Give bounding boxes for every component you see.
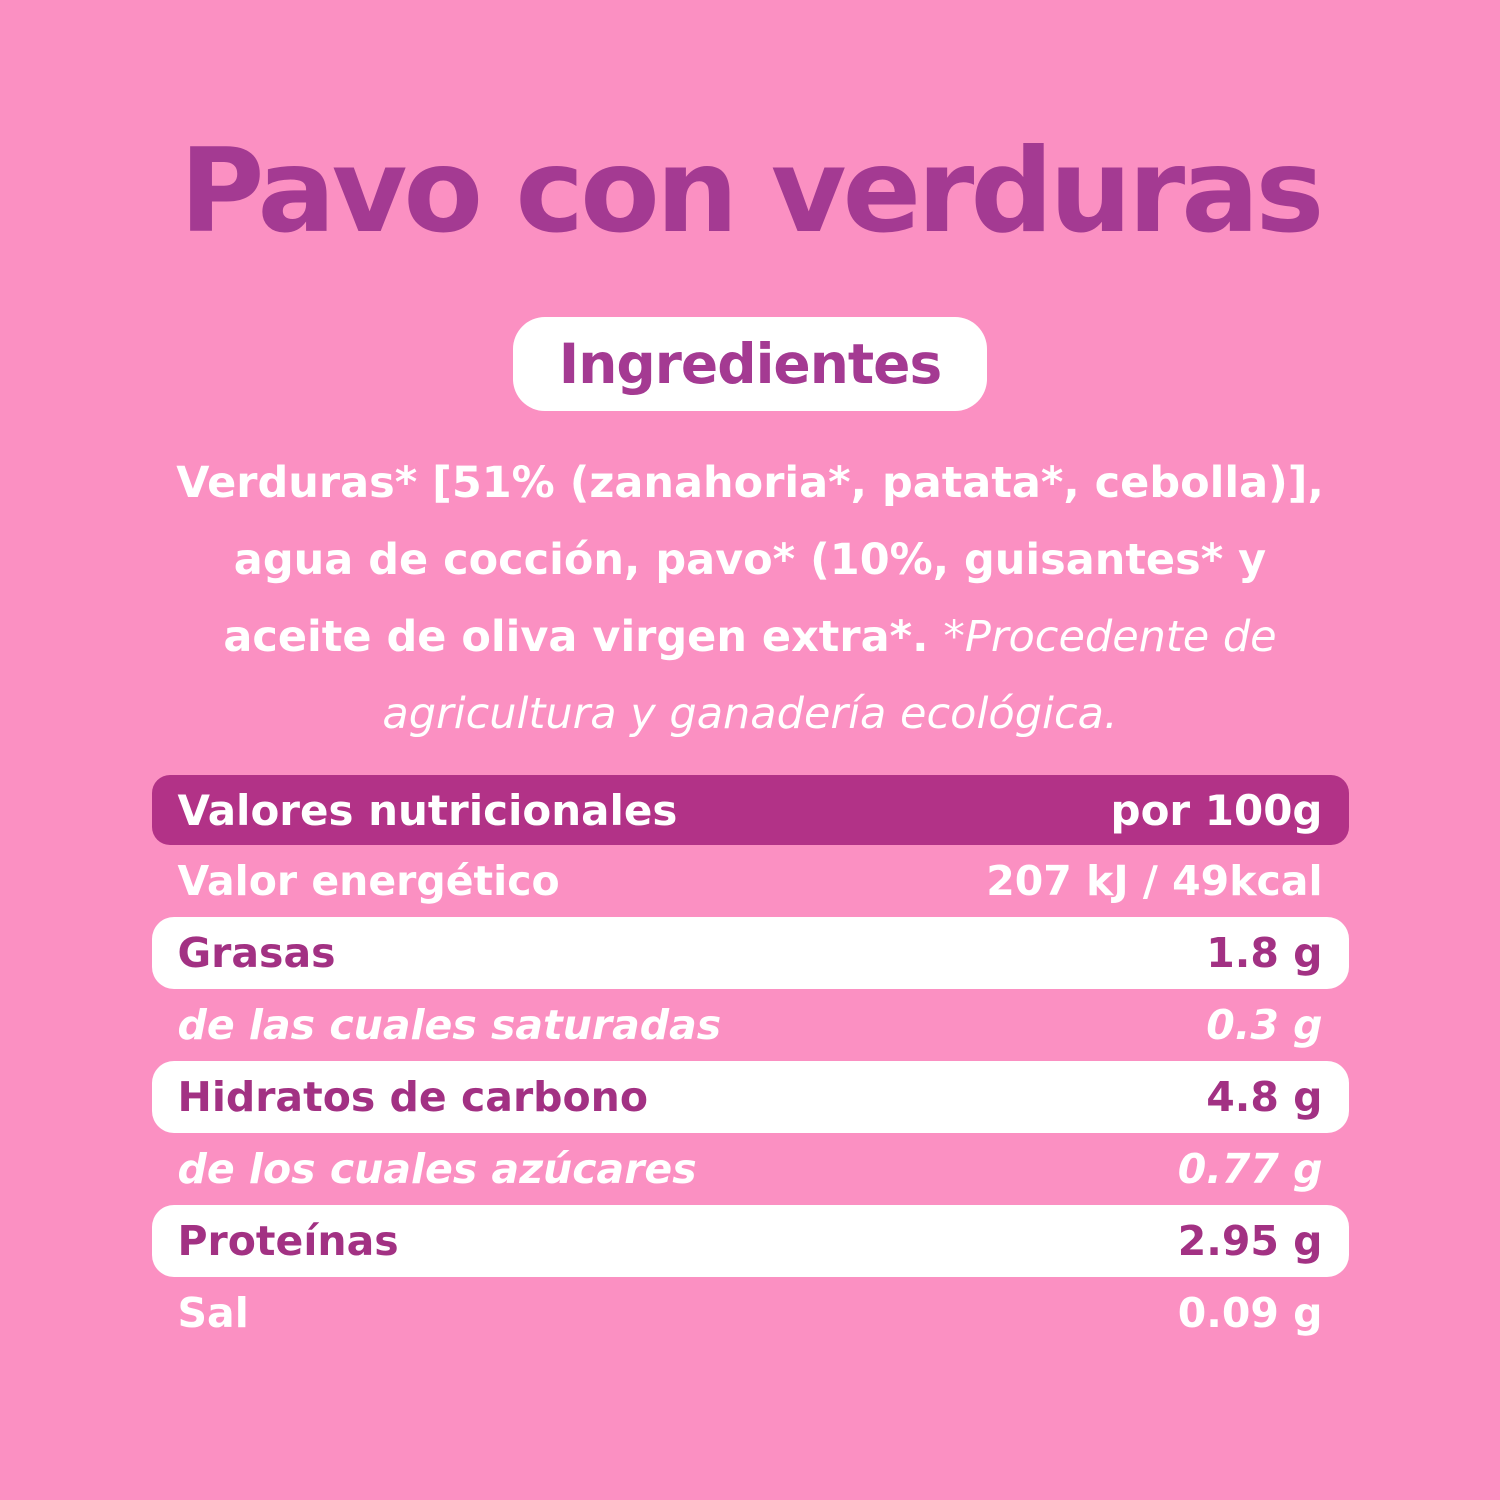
row-value: 1.8 g: [1206, 929, 1323, 977]
ingredients-badge: Ingredientes: [512, 317, 988, 411]
header-label: Valores nutricionales: [177, 785, 678, 835]
product-title: Pavo con verduras: [179, 124, 1325, 259]
header-per-100g: por 100g: [1110, 785, 1323, 835]
row-value: 0.09 g: [1177, 1289, 1323, 1337]
row-label: Valor energético: [177, 857, 560, 905]
ingredients-badge-wrap: Ingredientes: [0, 317, 1500, 411]
row-value: 4.8 g: [1206, 1073, 1323, 1121]
table-row-energy: Valor energético 207 kJ / 49kcal: [152, 845, 1349, 917]
nutrition-table-header: Valores nutricionales por 100g: [151, 775, 1349, 845]
row-label: de las cuales saturadas: [177, 1001, 722, 1049]
table-row-carbohydrates: Hidratos de carbono 4.8 g: [151, 1061, 1349, 1133]
ingredients-text: Verduras* [51% (zanahoria*, patata*, ceb…: [155, 445, 1345, 753]
row-label: de los cuales azúcares: [177, 1145, 697, 1193]
row-value: 0.3 g: [1206, 1001, 1323, 1049]
nutrition-table: Valores nutricionales por 100g Valor ene…: [151, 775, 1349, 1349]
row-value: 0.77 g: [1177, 1145, 1323, 1193]
row-label: Grasas: [177, 929, 336, 977]
row-label: Sal: [177, 1289, 249, 1337]
table-row-fat: Grasas 1.8 g: [151, 917, 1349, 989]
table-row-saturated-fat: de las cuales saturadas 0.3 g: [152, 989, 1349, 1061]
row-label: Proteínas: [177, 1217, 399, 1265]
table-row-salt: Sal 0.09 g: [152, 1277, 1349, 1349]
row-value: 2.95 g: [1177, 1217, 1323, 1265]
row-value: 207 kJ / 49kcal: [986, 857, 1323, 905]
table-row-protein: Proteínas 2.95 g: [151, 1205, 1349, 1277]
ingredients-declaration: Verduras* [51% (zanahoria*, patata*, ceb…: [176, 458, 1324, 662]
row-label: Hidratos de carbono: [177, 1073, 649, 1121]
organic-note: *Procedente de agricultura y ganadería e…: [382, 612, 1277, 739]
table-row-sugars: de los cuales azúcares 0.77 g: [152, 1133, 1349, 1205]
